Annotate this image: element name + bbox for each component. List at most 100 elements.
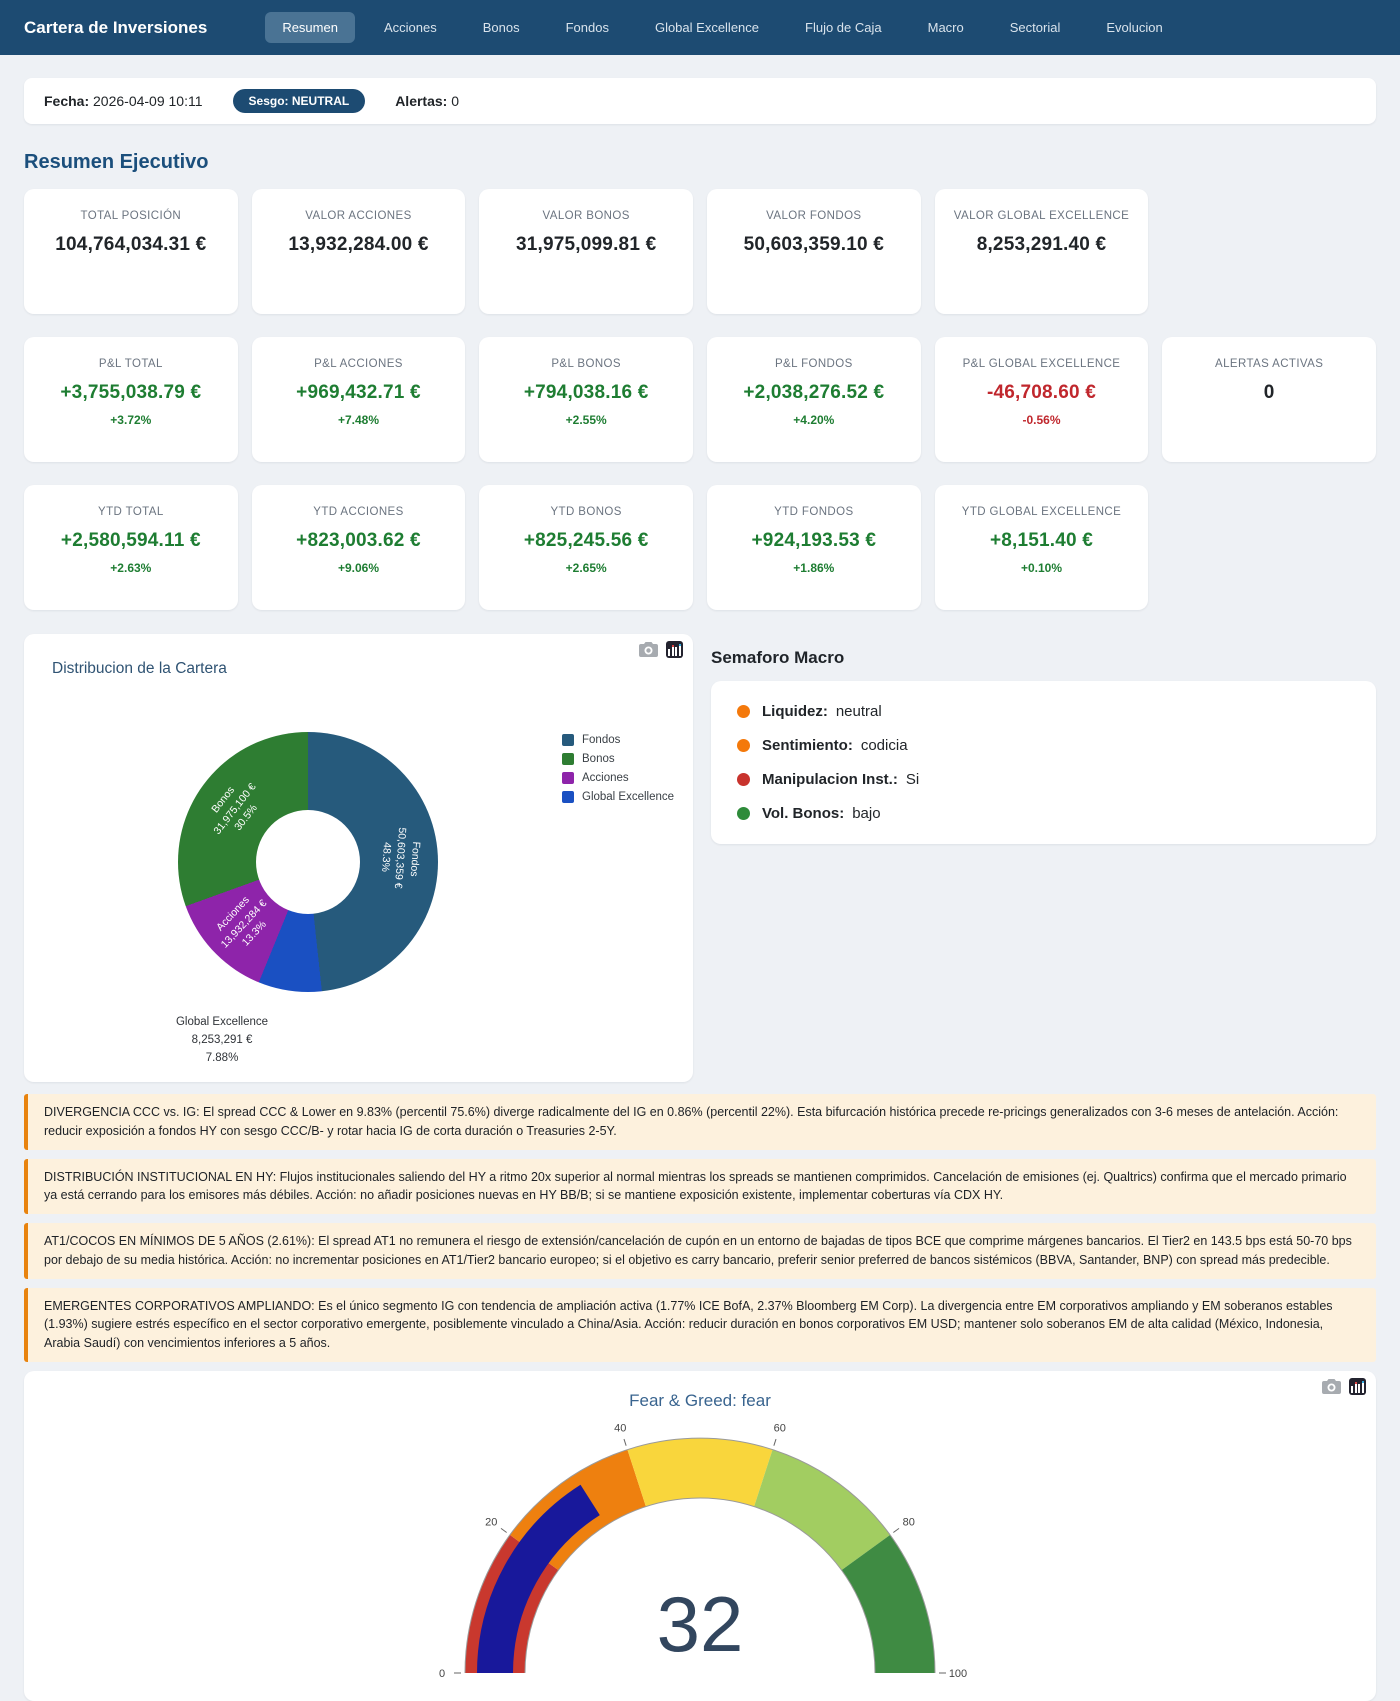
camera-icon[interactable]: [639, 642, 658, 657]
semaforo-value: neutral: [835, 703, 882, 720]
plotly-logo-icon[interactable]: [1349, 1377, 1366, 1395]
kpi-label: YTD TOTAL: [98, 506, 164, 518]
nav-tab-acciones[interactable]: Acciones: [383, 20, 437, 35]
kpi-card-p-l-fondos: P&L FONDOS +2,038,276.52 € +4.20%: [707, 337, 921, 462]
kpi-value: +794,038.16 €: [523, 381, 649, 403]
kpi-card-ytd-acciones: YTD ACCIONES +823,003.62 € +9.06%: [251, 485, 466, 610]
nav-tab-sectorial[interactable]: Sectorial: [1009, 20, 1061, 35]
kpi-card-p-l-bonos: P&L BONOS +794,038.16 € +2.55%: [479, 337, 693, 462]
semaforo-row-liquidez: Liquidez: neutral: [737, 703, 1350, 720]
kpi-sub-percent: +2.65%: [565, 560, 607, 575]
kpi-card-ytd-bonos: YTD BONOS +825,245.56 € +2.65%: [479, 485, 693, 610]
nav-tab-fondos[interactable]: Fondos: [565, 20, 609, 35]
kpi-label: VALOR GLOBAL EXCELLENCE: [953, 210, 1130, 222]
kpi-sub-percent: +2.55%: [565, 412, 607, 427]
kpi-label: ALERTAS ACTIVAS: [1215, 358, 1324, 370]
semaforo-row-vol-bonos: Vol. Bonos: bajo: [737, 805, 1350, 822]
svg-text:40: 40: [614, 1422, 626, 1434]
kpi-card-p-l-global-excellence: P&L GLOBAL EXCELLENCE -46,708.60 € -0.56%: [934, 337, 1149, 462]
nav-tab-bonos[interactable]: Bonos: [482, 20, 520, 35]
donut-chart-title: Distribucion de la Cartera: [52, 660, 227, 677]
semaforo-row-sentimiento: Sentimiento: codicia: [737, 737, 1350, 754]
status-bar: Fecha: 2026-04-09 10:11 Sesgo: NEUTRAL A…: [24, 78, 1376, 124]
top-navbar: Cartera de Inversiones Resumen Acciones Bo…: [0, 0, 1400, 55]
nav-tab-global-excellence[interactable]: Global Excellence: [654, 20, 760, 35]
chart-legend: Fondos Bonos Acciones Global Excellence: [562, 734, 674, 810]
fear-greed-card: Fear & Greed: fear 0 20 40 60 80 100 32: [24, 1370, 1376, 1701]
kpi-value: 13,932,284.00 €: [288, 233, 429, 255]
svg-text:100: 100: [949, 1668, 967, 1680]
gauge-title: Fear & Greed: fear: [629, 1390, 771, 1410]
legend-label: Bonos: [582, 753, 615, 765]
kpi-value: +8,151.40 €: [989, 529, 1094, 551]
kpi-label: VALOR ACCIONES: [305, 210, 412, 222]
nav-tab-flujo-de-caja[interactable]: Flujo de Caja: [805, 20, 882, 35]
alerts-section: DIVERGENCIA CCC vs. IG: El spread CCC & …: [24, 1094, 1376, 1362]
fecha-label: Fecha:: [44, 93, 90, 109]
donut-hole: [256, 810, 360, 914]
legend-item-fondos[interactable]: Fondos: [562, 734, 674, 746]
plotly-logo-icon[interactable]: [666, 641, 683, 658]
gauge-modebar: [1322, 1377, 1366, 1395]
svg-text:20: 20: [485, 1516, 497, 1528]
macro-alert-1: DIVERGENCIA CCC vs. IG: El spread CCC & …: [24, 1094, 1376, 1150]
status-dot-icon: [737, 807, 750, 820]
nav-tab-macro[interactable]: Macro: [927, 20, 964, 35]
kpi-card-valor-global-excellence: VALOR GLOBAL EXCELLENCE 8,253,291.40 €: [934, 189, 1149, 314]
kpi-label: TOTAL POSICIÓN: [80, 210, 182, 222]
chart-modebar: [639, 641, 683, 658]
nav-tab-resumen[interactable]: Resumen: [265, 12, 355, 43]
semaforo-label: Sentimiento:: [762, 737, 853, 754]
kpi-card-valor-acciones: VALOR ACCIONES 13,932,284.00 €: [251, 189, 466, 314]
legend-item-global-excellence[interactable]: Global Excellence: [562, 791, 674, 803]
status-dot-icon: [737, 773, 750, 786]
semaforo-label: Liquidez:: [762, 703, 828, 720]
kpi-label: P&L GLOBAL EXCELLENCE: [962, 358, 1121, 370]
kpi-card-valor-fondos: VALOR FONDOS 50,603,359.10 €: [707, 189, 921, 314]
semaforo-value: bajo: [852, 805, 881, 822]
semaforo-value: Si: [905, 771, 920, 788]
kpi-value: +924,193.53 €: [751, 529, 877, 551]
kpi-card-p-l-total: P&L TOTAL +3,755,038.79 € +3.72%: [24, 337, 238, 462]
kpi-sub-percent: +0.10%: [1020, 560, 1063, 575]
kpi-sub-percent: +4.20%: [793, 412, 835, 427]
fecha-value: 2026-04-09 10:11: [93, 93, 203, 109]
kpi-sub-percent: +7.48%: [337, 412, 380, 427]
fear-greed-gauge: 0 20 40 60 80 100 32: [439, 1422, 967, 1680]
nav-tabs: Resumen Acciones Bonos Fondos Global Excelle…: [265, 12, 1179, 43]
kpi-value: 50,603,359.10 €: [743, 233, 884, 255]
kpi-label: P&L FONDOS: [774, 358, 853, 370]
svg-text:60: 60: [774, 1422, 786, 1434]
kpi-value: 104,764,034.31 €: [55, 233, 207, 255]
kpi-label: VALOR BONOS: [542, 210, 630, 222]
kpi-value: 0: [1263, 381, 1275, 403]
semaforo-value: codicia: [860, 737, 908, 754]
sesgo-badge: Sesgo: NEUTRAL: [232, 89, 366, 113]
semaforo-label: Vol. Bonos:: [762, 805, 845, 822]
legend-label: Global Excellence: [582, 791, 675, 803]
kpi-card-valor-bonos: VALOR BONOS 31,975,099.81 €: [479, 189, 693, 314]
page-title: Resumen Ejecutivo: [24, 151, 209, 173]
svg-text:0: 0: [439, 1668, 445, 1680]
legend-swatch: [562, 734, 574, 746]
kpi-sub-percent: +2.63%: [110, 560, 152, 575]
fecha-field: Fecha: 2026-04-09 10:11: [44, 93, 203, 109]
nav-tab-evolucion[interactable]: Evolucion: [1106, 20, 1163, 35]
kpi-value: 8,253,291.40 €: [976, 233, 1107, 255]
kpi-grid: TOTAL POSICIÓN 104,764,034.31 € VALOR ACCI…: [24, 189, 1376, 610]
kpi-card-ytd-fondos: YTD FONDOS +924,193.53 € +1.86%: [707, 485, 921, 610]
legend-item-bonos[interactable]: Bonos: [562, 753, 674, 765]
legend-item-acciones[interactable]: Acciones: [562, 772, 674, 784]
legend-label: Fondos: [582, 734, 621, 746]
kpi-value: +2,038,276.52 €: [743, 381, 885, 403]
kpi-sub-percent: +1.86%: [793, 560, 835, 575]
alertas-field: Alertas: 0: [395, 93, 459, 109]
legend-label: Acciones: [582, 772, 629, 784]
portfolio-distribution-card: Distribucion de la Cartera Fondos 50,603,…: [24, 634, 693, 1082]
alertas-label: Alertas:: [395, 93, 448, 109]
camera-icon[interactable]: [1322, 1378, 1341, 1394]
legend-swatch: [562, 772, 574, 784]
kpi-label: YTD ACCIONES: [313, 506, 404, 518]
kpi-value: +969,432.71 €: [296, 381, 421, 403]
kpi-card-p-l-acciones: P&L ACCIONES +969,432.71 € +7.48%: [251, 337, 466, 462]
